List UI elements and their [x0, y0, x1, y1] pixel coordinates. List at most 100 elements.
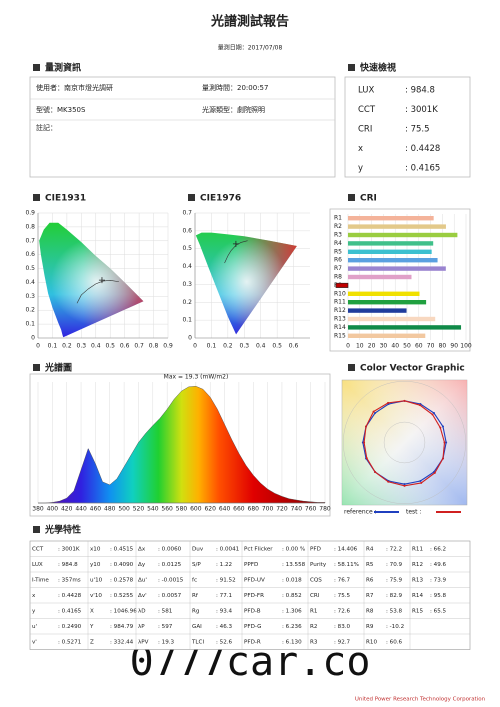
category-label: R5 [334, 248, 342, 255]
cell-value: : 0.2490 [58, 624, 82, 630]
x-tick-label: 640 [219, 506, 231, 513]
report-title: 光譜測試報告 [210, 14, 289, 30]
cell-value: : 0.5255 [110, 593, 134, 599]
cell-label: PFD [310, 546, 321, 552]
cell-value: : 0.0125 [158, 562, 182, 568]
vector-point [387, 480, 390, 483]
cell-value: : 0.2578 [110, 577, 134, 583]
section-icon [33, 526, 40, 533]
x-tick-label: 380 [32, 506, 44, 513]
gamut-fill [39, 222, 144, 338]
bar [348, 232, 458, 238]
cell-value: : 82.9 [386, 593, 403, 599]
cell-value: : 66.2 [430, 546, 446, 552]
bar [348, 325, 462, 330]
info-field: 型號：MK350S [36, 105, 86, 114]
cell-label: v' [32, 639, 37, 645]
y-tick-label: 0.3 [182, 281, 192, 288]
cell-value: : 70.9 [386, 562, 403, 568]
x-tick-label: 40 [391, 343, 399, 350]
bar [348, 241, 434, 246]
cell-value: : 6.236 [282, 624, 302, 630]
x-tick-label: 680 [248, 506, 260, 513]
planckian-locus [224, 240, 248, 264]
x-tick-label: 0 [346, 343, 350, 350]
x-tick-label: 780 [319, 506, 331, 513]
x-tick-label: 540 [147, 506, 159, 513]
x-tick-label: 600 [190, 506, 202, 513]
annotation: Max = 19.3 (mW/m2) [164, 374, 229, 381]
vector-point [439, 426, 442, 429]
quick-value: : 984.8 [405, 86, 435, 96]
info-field: 註記： [36, 123, 57, 132]
x-tick-label: 0.6 [120, 343, 130, 350]
cell-label: R9 [366, 624, 374, 630]
quick-value: : 75.5 [405, 125, 430, 135]
category-label: R11 [334, 299, 346, 306]
section-icon [348, 64, 355, 71]
bar [348, 333, 426, 338]
cell-value: : 13.558 [282, 562, 306, 568]
info-field: 使用者：南京市燈光調研 [36, 83, 113, 92]
cell-value: : 95.8 [430, 593, 447, 599]
cell-label: TLCI [191, 639, 204, 645]
section-title: 光譜圖 [44, 362, 72, 374]
quick-label: y [358, 164, 363, 174]
cell-label: R15 [412, 608, 423, 614]
category-label: R6 [334, 257, 342, 264]
vector-point [372, 410, 375, 413]
cell-value: : 984.79 [110, 624, 134, 630]
cell-label: Δy [138, 562, 146, 568]
section-title: CIE1976 [200, 194, 241, 204]
cell-value: : 76.7 [334, 577, 351, 583]
cell-value: : 75.5 [334, 593, 351, 599]
cell-value: : -0.0015 [158, 577, 184, 583]
cell-label: R13 [412, 577, 423, 583]
vector-point [365, 457, 368, 460]
cell-value: : 53.8 [386, 608, 403, 614]
vector-point [441, 425, 444, 428]
section-icon [188, 194, 195, 201]
bar [348, 300, 427, 305]
cell-label: Δx [138, 546, 146, 552]
ring [343, 381, 466, 504]
cell-label: Y [89, 624, 94, 630]
cell-value: : -10.2 [386, 624, 404, 630]
category-label: R12 [334, 307, 346, 314]
category-label: R8 [334, 274, 342, 281]
section-title: CRI [360, 194, 377, 204]
gamut-fill [195, 232, 297, 335]
x-tick-label: 620 [204, 506, 216, 513]
planckian-locus [76, 280, 119, 304]
cell-label: R7 [366, 593, 374, 599]
x-tick-label: 60 [415, 343, 423, 350]
cell-label: R11 [412, 546, 423, 552]
category-label: R14 [334, 324, 346, 331]
vector-point [432, 412, 435, 415]
info-box [29, 76, 336, 178]
cell-label: v'10 [90, 593, 102, 599]
cell-label: fc [192, 577, 197, 583]
section-icon [348, 194, 355, 201]
x-tick-label: 10 [356, 343, 364, 350]
x-tick-label: 0.5 [272, 343, 282, 350]
cell-label: u' [32, 624, 37, 630]
cell-label: R5 [366, 562, 374, 568]
bar [348, 316, 436, 322]
cell-value: : 1.22 [216, 562, 232, 568]
bar [348, 308, 407, 313]
cell-label: Z [90, 639, 94, 645]
cell-label: Rg [192, 608, 200, 614]
table-frame [29, 540, 471, 650]
cell-value: : 984.8 [58, 562, 78, 568]
cell-label: Purity [310, 562, 327, 568]
cell-label: Duv [192, 546, 204, 552]
cell-value: : 72.2 [386, 546, 402, 552]
quick-value: : 3001K [405, 105, 438, 115]
quick-label: CCT [358, 105, 376, 115]
cell-label: I-Time [32, 577, 49, 583]
x-tick-label: 580 [176, 506, 188, 513]
bar [348, 258, 438, 263]
cell-value: : 93.4 [216, 608, 233, 614]
cell-value: : 0.0041 [216, 546, 240, 552]
